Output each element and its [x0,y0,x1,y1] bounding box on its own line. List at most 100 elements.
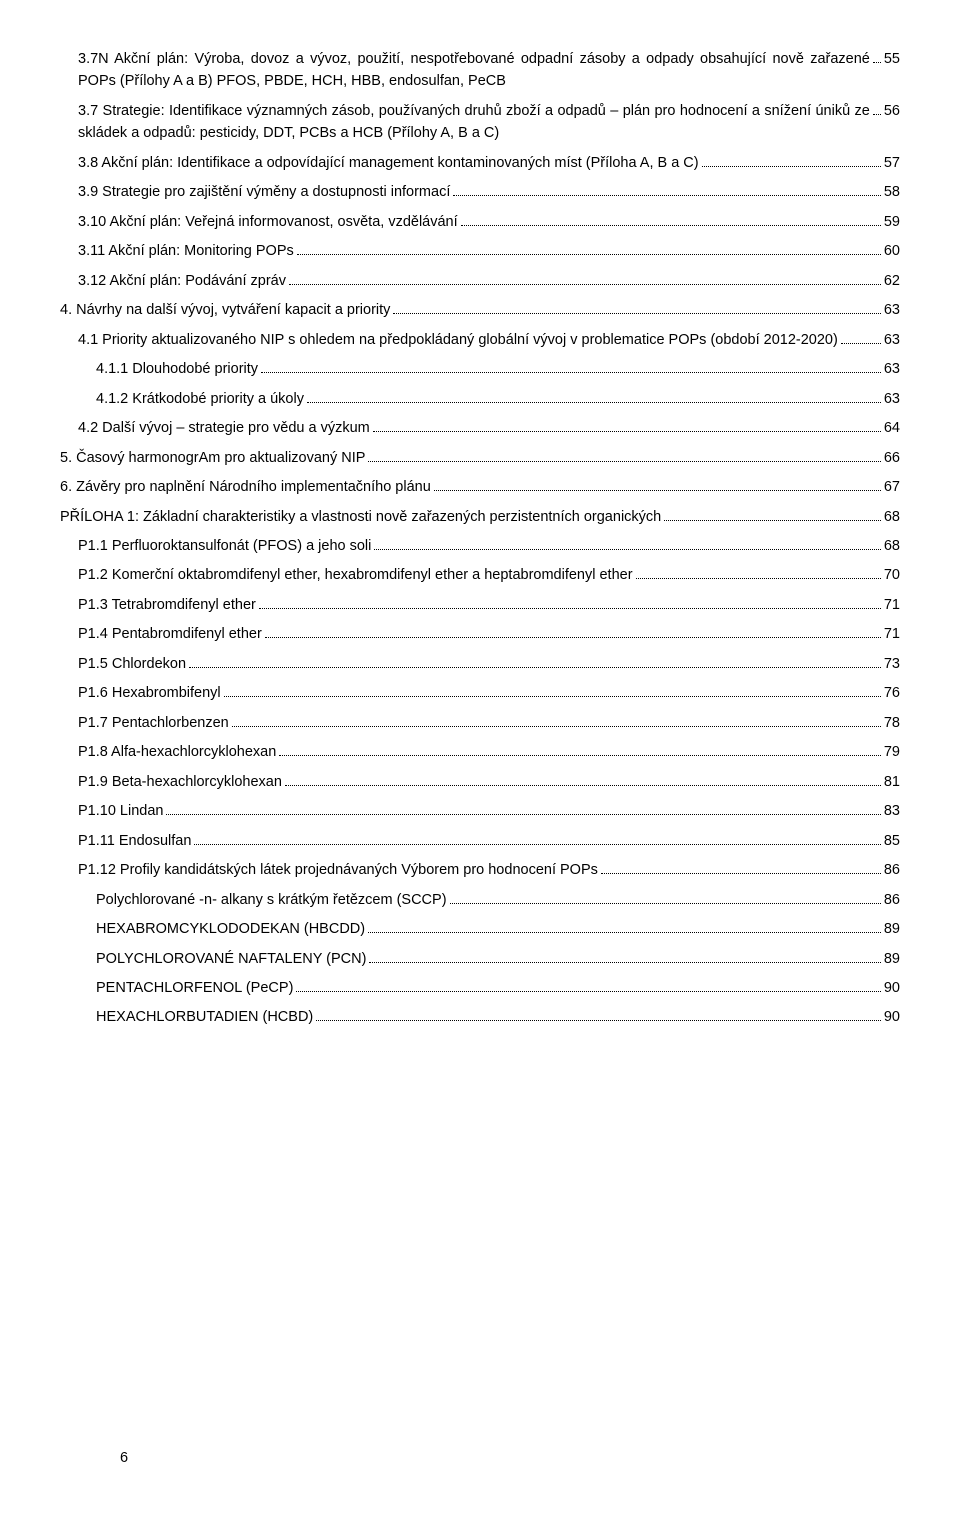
toc-page-number: 56 [884,100,900,122]
toc-entry[interactable]: PŘÍLOHA 1: Základní charakteristiky a vl… [60,506,900,528]
toc-page-number: 63 [884,299,900,321]
toc-label: 3.11 Akční plán: Monitoring POPs [78,240,294,262]
toc-entry[interactable]: P1.12 Profily kandidátských látek projed… [60,859,900,881]
toc-label: P1.10 Lindan [78,800,163,822]
toc-leader-dots [393,300,880,314]
toc-entry[interactable]: 4.1 Priority aktualizovaného NIP s ohled… [60,329,900,351]
toc-label: 3.7N Akční plán: Výroba, dovoz a vývoz, … [78,48,870,93]
toc-label: PŘÍLOHA 1: Základní charakteristiky a vl… [60,506,661,528]
toc-page-number: 90 [884,1006,900,1028]
toc-page-number: 63 [884,358,900,380]
toc-entry[interactable]: 3.9 Strategie pro zajištění výměny a dos… [60,181,900,203]
toc-page-number: 89 [884,948,900,970]
toc-entry[interactable]: 3.7 Strategie: Identifikace významných z… [60,100,900,145]
toc-entry[interactable]: 4. Návrhy na další vývoj, vytváření kapa… [60,299,900,321]
toc-entry[interactable]: 3.7N Akční plán: Výroba, dovoz a vývoz, … [60,48,900,93]
toc-entry[interactable]: P1.11 Endosulfan 85 [60,830,900,852]
toc-entry[interactable]: HEXABROMCYKLODODEKAN (HBCDD) 89 [60,918,900,940]
toc-entry[interactable]: P1.3 Tetrabromdifenyl ether 71 [60,594,900,616]
toc-label: 5. Časový harmonogrAm pro aktualizovaný … [60,447,365,469]
toc-entry[interactable]: P1.4 Pentabromdifenyl ether 71 [60,623,900,645]
toc-entry[interactable]: P1.7 Pentachlorbenzen 78 [60,712,900,734]
toc-leader-dots [194,831,880,845]
toc-entry[interactable]: 4.2 Další vývoj – strategie pro vědu a v… [60,417,900,439]
toc-leader-dots [279,742,881,756]
toc-page-number: 58 [884,181,900,203]
toc-leader-dots [297,241,881,255]
toc-label: PENTACHLORFENOL (PeCP) [96,977,293,999]
toc-label: P1.12 Profily kandidátských látek projed… [78,859,598,881]
toc-page-number: 90 [884,977,900,999]
toc-label: 3.9 Strategie pro zajištění výměny a dos… [78,181,450,203]
toc-leader-dots [461,212,881,226]
toc-label: P1.2 Komerční oktabromdifenyl ether, hex… [78,564,633,586]
toc-leader-dots [224,683,881,697]
toc-label: P1.6 Hexabrombifenyl [78,682,221,704]
toc-label: 4.2 Další vývoj – strategie pro vědu a v… [78,417,370,439]
toc-label: POLYCHLOROVANÉ NAFTALENY (PCN) [96,948,366,970]
toc-page-number: 76 [884,682,900,704]
toc-leader-dots [434,477,881,491]
toc-entry[interactable]: P1.10 Lindan 83 [60,800,900,822]
toc-leader-dots [265,624,881,638]
toc-leader-dots [664,506,881,520]
toc-page-number: 59 [884,211,900,233]
toc-leader-dots [369,948,880,962]
toc-label: HEXABROMCYKLODODEKAN (HBCDD) [96,918,365,940]
toc-label: P1.1 Perfluoroktansulfonát (PFOS) a jeho… [78,535,371,557]
toc-entry[interactable]: Polychlorované -n- alkany s krátkým řetě… [60,889,900,911]
toc-page-number: 78 [884,712,900,734]
toc-leader-dots [296,978,880,992]
toc-page-number: 85 [884,830,900,852]
toc-leader-dots [702,153,881,167]
toc-entry[interactable]: P1.1 Perfluoroktansulfonát (PFOS) a jeho… [60,535,900,557]
toc-entry[interactable]: 3.11 Akční plán: Monitoring POPs 60 [60,240,900,262]
toc-entry[interactable]: 3.12 Akční plán: Podávání zpráv 62 [60,270,900,292]
toc-leader-dots [841,330,881,344]
toc-entry[interactable]: P1.6 Hexabrombifenyl 76 [60,682,900,704]
toc-page-number: 81 [884,771,900,793]
toc-entry[interactable]: 3.8 Akční plán: Identifikace a odpovídaj… [60,152,900,174]
toc-leader-dots [289,271,881,285]
toc-leader-dots [873,49,881,63]
toc-label: 4.1 Priority aktualizovaného NIP s ohled… [78,329,838,351]
toc-label: P1.9 Beta-hexachlorcyklohexan [78,771,282,793]
toc-leader-dots [368,919,881,933]
toc-page-number: 62 [884,270,900,292]
toc-entry[interactable]: P1.2 Komerční oktabromdifenyl ether, hex… [60,564,900,586]
toc-leader-dots [374,536,880,550]
toc-entry[interactable]: 4.1.1 Dlouhodobé priority 63 [60,358,900,380]
toc-page-number: 86 [884,889,900,911]
toc-label: P1.8 Alfa-hexachlorcyklohexan [78,741,276,763]
toc-leader-dots [636,565,881,579]
toc-entry[interactable]: 6. Závěry pro naplnění Národního impleme… [60,476,900,498]
toc-label: 6. Závěry pro naplnění Národního impleme… [60,476,431,498]
toc-entry[interactable]: P1.5 Chlordekon 73 [60,653,900,675]
toc-leader-dots [189,654,881,668]
toc-leader-dots [307,389,881,403]
toc-page-number: 60 [884,240,900,262]
toc-leader-dots [259,595,881,609]
toc-entry[interactable]: 5. Časový harmonogrAm pro aktualizovaný … [60,447,900,469]
toc-label: P1.5 Chlordekon [78,653,186,675]
toc-entry[interactable]: POLYCHLOROVANÉ NAFTALENY (PCN) 89 [60,948,900,970]
toc-label: 4. Návrhy na další vývoj, vytváření kapa… [60,299,390,321]
toc-entry[interactable]: P1.8 Alfa-hexachlorcyklohexan 79 [60,741,900,763]
toc-page-number: 89 [884,918,900,940]
toc-entry[interactable]: PENTACHLORFENOL (PeCP) 90 [60,977,900,999]
table-of-contents: 3.7N Akční plán: Výroba, dovoz a vývoz, … [60,48,900,1029]
toc-label: Polychlorované -n- alkany s krátkým řetě… [96,889,447,911]
page-number: 6 [120,1447,128,1469]
toc-label: 3.8 Akční plán: Identifikace a odpovídaj… [78,152,699,174]
toc-entry[interactable]: P1.9 Beta-hexachlorcyklohexan 81 [60,771,900,793]
toc-entry[interactable]: HEXACHLORBUTADIEN (HCBD) 90 [60,1006,900,1028]
toc-entry[interactable]: 3.10 Akční plán: Veřejná informovanost, … [60,211,900,233]
toc-leader-dots [601,860,881,874]
toc-page-number: 71 [884,594,900,616]
toc-page-number: 68 [884,535,900,557]
toc-entry[interactable]: 4.1.2 Krátkodobé priority a úkoly 63 [60,388,900,410]
toc-leader-dots [166,801,880,815]
toc-label: 3.7 Strategie: Identifikace významných z… [78,100,870,145]
toc-leader-dots [261,359,881,373]
toc-page-number: 71 [884,623,900,645]
